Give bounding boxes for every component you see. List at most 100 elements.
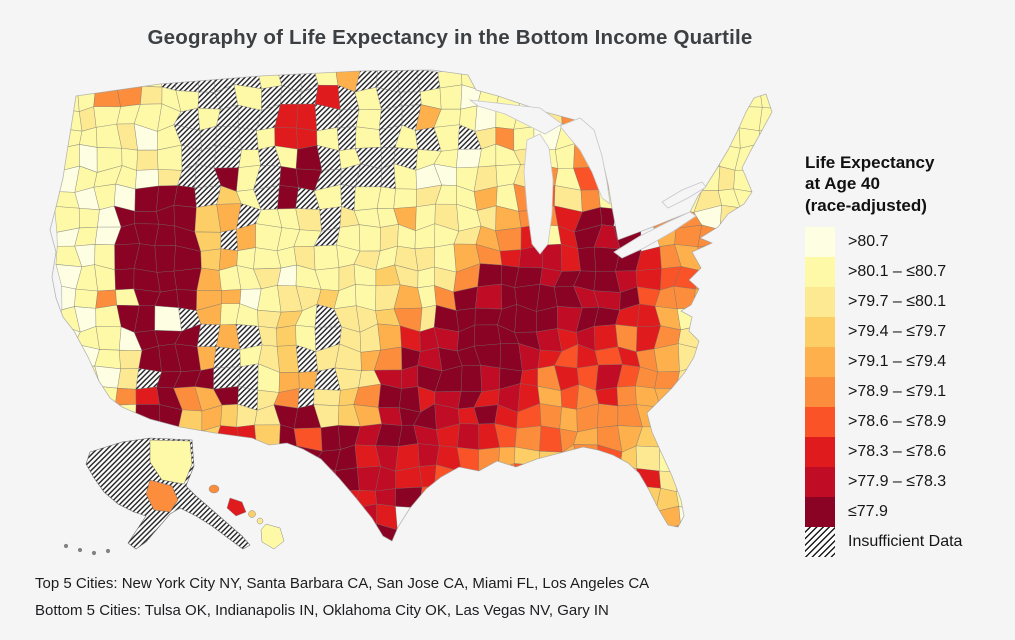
map-cell <box>114 387 137 406</box>
map-cell <box>274 127 298 150</box>
map-cell <box>713 243 742 267</box>
map-cell <box>497 446 516 471</box>
map-cell <box>320 425 341 452</box>
map-cell <box>594 105 623 130</box>
map-cell <box>539 403 563 430</box>
legend-item: >78.3 – ≤78.6 <box>805 437 1010 468</box>
map-cell <box>313 485 339 510</box>
map-cell <box>616 385 637 407</box>
map-cell <box>55 70 83 89</box>
map-cell <box>296 103 318 132</box>
map-cell <box>134 185 159 212</box>
legend-item: >77.9 – ≤78.3 <box>805 467 1010 498</box>
map-cell <box>196 267 222 291</box>
legend-label: >78.3 – ≤78.6 <box>848 443 947 461</box>
map-cell <box>693 307 719 326</box>
map-cell <box>93 86 121 108</box>
map-cell <box>276 445 302 470</box>
map-cell <box>498 510 518 532</box>
map-cell <box>59 84 80 112</box>
map-cell <box>758 106 772 132</box>
map-cell <box>77 70 99 89</box>
legend-swatch <box>805 287 835 318</box>
map-cell <box>355 126 382 149</box>
map-cell <box>295 208 322 232</box>
map-cell <box>95 326 122 351</box>
map-cell <box>253 467 279 491</box>
map-cell <box>257 70 283 90</box>
map-cell <box>656 548 678 569</box>
map-cell <box>293 427 323 452</box>
lake <box>523 133 554 255</box>
us-outline <box>49 69 773 542</box>
map-cell <box>678 343 701 372</box>
legend-item: >79.7 – ≤80.1 <box>805 287 1010 318</box>
map-cell <box>635 268 662 291</box>
map-cell <box>95 70 119 88</box>
aleutian-island <box>91 550 97 556</box>
map-cell <box>378 407 403 426</box>
hawaii-island <box>256 517 264 525</box>
hawaii-island <box>208 484 220 494</box>
map-cell <box>135 169 159 190</box>
legend-label: Insufficient Data <box>848 533 963 551</box>
map-cell <box>520 70 542 93</box>
map-cell <box>717 166 736 192</box>
map-cell <box>54 386 80 413</box>
map-cell <box>477 263 503 288</box>
alaska-region <box>149 439 193 485</box>
map-cell <box>376 523 398 541</box>
map-cell <box>196 346 217 371</box>
map-cell <box>595 504 622 528</box>
map-cell <box>758 83 772 110</box>
hawaii-island <box>260 523 285 550</box>
legend-swatch <box>805 407 835 438</box>
map-cell <box>178 409 203 432</box>
map-cell <box>276 344 300 373</box>
legend-bins: >80.7 >80.1 – ≤80.7 >79.7 – ≤80.1 >79.4 – ≤… <box>805 227 1010 528</box>
map-cell <box>135 386 160 405</box>
map-cell <box>173 185 197 208</box>
legend-label: >79.7 – ≤80.1 <box>848 293 947 311</box>
map-cell <box>293 506 321 530</box>
map-cell <box>699 550 720 571</box>
top5-cities-line: Top 5 Cities: New York City NY, Santa Ba… <box>35 575 650 592</box>
legend-swatch <box>805 257 835 288</box>
lake <box>468 99 563 135</box>
legend: Life Expectancy at Age 40 (race-adjusted… <box>805 152 1010 558</box>
legend-item: ≤77.9 <box>805 497 1010 528</box>
page-title: Geography of Life Expectancy in the Bott… <box>147 26 753 49</box>
footer-notes: Top 5 Cities: New York City NY, Santa Ba… <box>35 571 649 624</box>
legend-title: Life Expectancy at Age 40 (race-adjusted… <box>805 152 1010 216</box>
map-cell <box>313 70 339 86</box>
map-cell <box>617 465 638 489</box>
map-cell <box>559 406 578 433</box>
map-cell <box>694 126 715 146</box>
map-cell <box>398 91 422 107</box>
map-cell <box>693 288 721 313</box>
map-cell <box>238 467 259 492</box>
map-cell <box>641 163 663 192</box>
map-cell <box>541 70 563 90</box>
map-cell <box>577 246 597 272</box>
map-cell <box>116 85 143 108</box>
map-cell <box>693 525 720 541</box>
map-cell <box>415 505 442 533</box>
map-cell <box>480 364 501 393</box>
legend-item: >78.6 – ≤78.9 <box>805 407 1010 438</box>
map-cell <box>658 446 680 473</box>
map-cell <box>73 386 102 411</box>
map-cell <box>478 469 501 489</box>
map-cell <box>238 126 259 151</box>
legend-label: >78.9 – ≤79.1 <box>848 383 947 401</box>
map-cell <box>456 423 480 450</box>
map-cell <box>220 228 239 252</box>
map-cell <box>473 324 502 347</box>
map-cell <box>276 507 298 530</box>
map-cell <box>713 126 741 149</box>
map-cell <box>53 364 81 389</box>
legend-item: >80.7 <box>805 227 1010 258</box>
map-cell <box>338 528 357 541</box>
map-cell <box>94 365 122 389</box>
